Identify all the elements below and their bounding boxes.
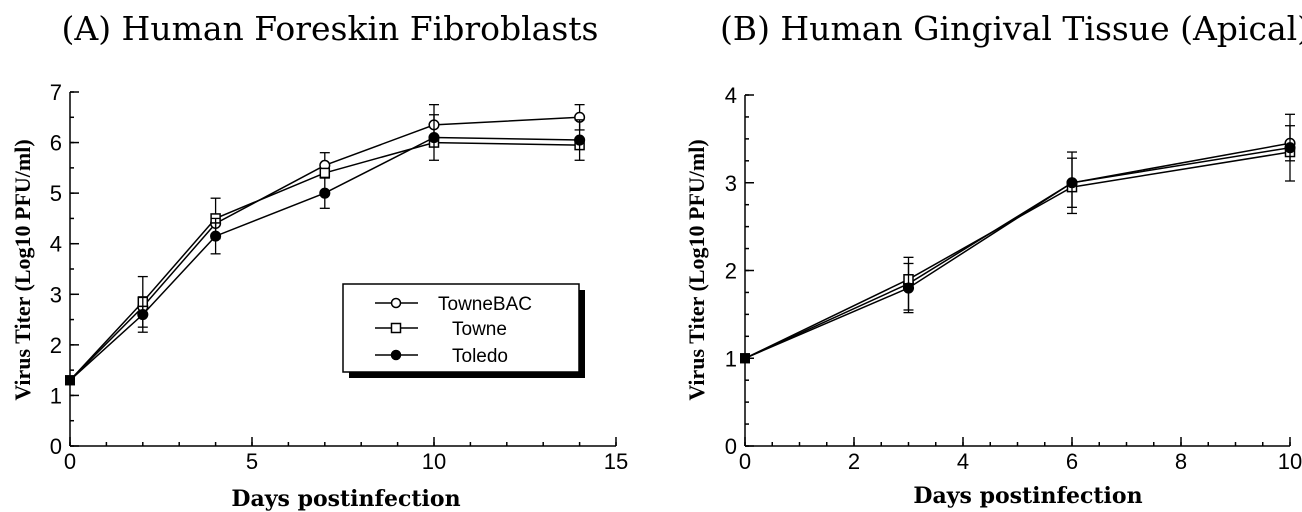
series-line	[744, 142, 1291, 359]
data-point	[210, 230, 222, 242]
legend-marker-circle-filled	[390, 349, 402, 361]
legend-entry-toledo: Toledo	[375, 346, 508, 367]
y-tick-label: 0	[725, 434, 737, 459]
panel-b-title: (B) Human Gingival Tissue (Apical)	[720, 9, 1302, 48]
legend-marker-square-open	[390, 322, 402, 334]
y-tick-label: 7	[50, 80, 62, 105]
data-point	[902, 282, 915, 294]
data-point	[319, 187, 331, 199]
panel-a-ylabel: Virus Titer (Log10 PFU/ml)	[10, 139, 35, 400]
y-tick-label: 2	[50, 333, 62, 358]
x-tick-label: 5	[246, 449, 258, 474]
x-tick-label: 10	[1278, 449, 1302, 474]
y-tick-label: 2	[725, 259, 737, 284]
series-townebac	[740, 125, 1296, 364]
data-point	[1066, 177, 1078, 189]
x-tick-label: 2	[848, 449, 860, 474]
y-tick-label: 4	[725, 83, 737, 108]
panel-a-plot: 0 5 10 15 0 1 2 3 4 5 6 7	[50, 80, 628, 474]
x-tick-label: 10	[422, 449, 446, 474]
x-tick-label: 8	[1175, 449, 1187, 474]
panel-b: (B) Human Gingival Tissue (Apical) Virus…	[684, 9, 1302, 509]
x-tick-label: 0	[64, 449, 76, 474]
y-tick-label: 3	[50, 282, 62, 307]
x-tick-label: 6	[1066, 449, 1078, 474]
series-line	[69, 116, 580, 381]
legend-label: Towne	[452, 319, 507, 340]
x-tick-label: 15	[604, 449, 628, 474]
series-line	[69, 141, 580, 381]
data-point-origin	[65, 375, 75, 386]
x-tick-label: 4	[957, 449, 969, 474]
data-point	[1284, 142, 1296, 154]
legend-entry-townebac: TowneBAC	[375, 294, 532, 315]
panel-b-ylabel: Virus Titer (Log10 PFU/ml)	[684, 139, 709, 400]
panel-a-xlabel: Days postinfection	[231, 486, 460, 512]
y-tick-label: 5	[50, 181, 62, 206]
y-tick-label: 1	[725, 346, 737, 371]
legend-label: Toledo	[452, 346, 508, 367]
panel-a-legend: TowneBAC Towne Toledo	[342, 283, 585, 378]
y-tick-label: 1	[50, 383, 62, 408]
y-tick-label: 3	[725, 171, 737, 196]
series-line	[744, 146, 1291, 359]
legend-label: TowneBAC	[438, 294, 532, 315]
x-tick-label: 0	[739, 449, 751, 474]
y-tick-label: 6	[50, 131, 62, 156]
data-point	[137, 308, 149, 321]
series-line	[744, 151, 1291, 359]
panel-a: (A) Human Foreskin Fibroblasts Virus Tit…	[10, 9, 628, 512]
panel-b-xlabel: Days postinfection	[913, 483, 1142, 509]
data-point-origin	[740, 353, 750, 364]
series-line	[69, 136, 580, 381]
legend-entry-towne: Towne	[375, 319, 507, 340]
legend-marker-circle-open	[390, 297, 402, 309]
panel-a-title: (A) Human Foreskin Fibroblasts	[61, 9, 598, 48]
y-tick-label: 0	[50, 434, 62, 459]
data-point	[428, 131, 440, 144]
series-toledo	[65, 114, 586, 386]
y-tick-label: 4	[50, 232, 62, 257]
series-toledo	[740, 113, 1296, 364]
series-towne	[740, 146, 1296, 364]
data-point	[574, 134, 586, 146]
panel-b-plot: 0 2 4 6 8 10 0 1 2 3 4	[725, 83, 1302, 474]
data-point	[319, 167, 331, 179]
